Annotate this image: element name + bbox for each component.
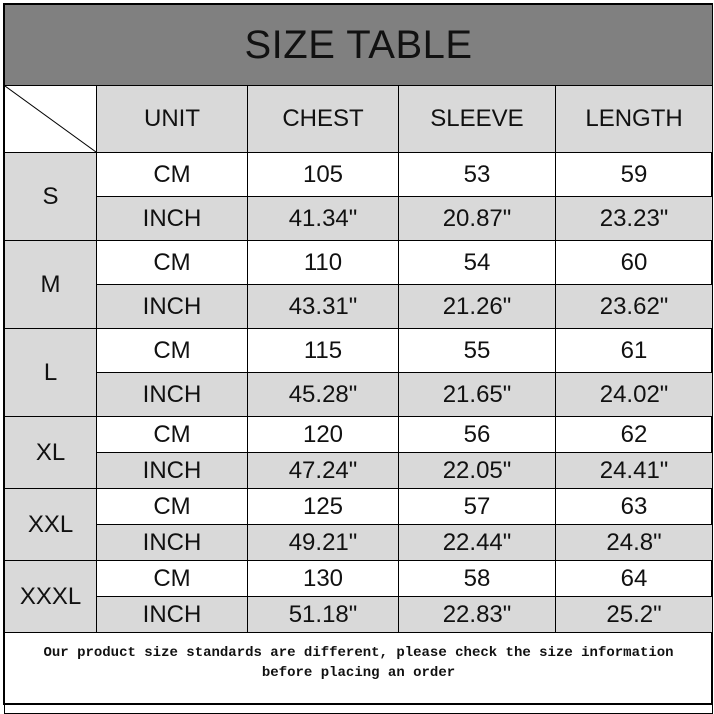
unit-cell: INCH [96, 372, 248, 417]
chest-value: 47.24" [247, 452, 399, 489]
footer-note: Our product size standards are different… [3, 632, 714, 714]
chest-value: 120 [247, 416, 399, 453]
footer-line-1: Our product size standards are different… [43, 645, 674, 661]
unit-cell: INCH [96, 196, 248, 241]
length-value: 23.62" [554, 284, 714, 329]
length-value: 23.23" [554, 196, 714, 241]
unit-cell: CM [96, 416, 248, 453]
table-row: XL CM 120 56 62 [4, 416, 714, 489]
length-value: 59 [554, 152, 714, 197]
chest-value: 115 [247, 328, 399, 373]
table-row: XXL CM 125 57 63 [4, 488, 714, 561]
chest-value: 43.31" [247, 284, 399, 329]
sleeve-value: 54 [398, 240, 556, 285]
chest-value: 110 [247, 240, 399, 285]
table-row: INCH 51.18" 22.83" 25.2" [5, 596, 714, 633]
table-row: INCH 49.21" 22.44" 24.8" [5, 524, 714, 561]
footer-line-2: before placing an order [261, 665, 456, 681]
size-label: XXXL [4, 560, 97, 633]
sleeve-value: 21.65" [398, 372, 556, 417]
sleeve-value: 20.87" [398, 196, 556, 241]
unit-cell: CM [96, 560, 248, 597]
length-value: 60 [554, 240, 714, 285]
table-row: S CM 105 53 59 [4, 152, 714, 241]
sleeve-value: 22.83" [398, 596, 556, 633]
length-value: 63 [554, 488, 714, 525]
sleeve-value: 22.44" [398, 524, 556, 561]
unit-cell: INCH [96, 284, 248, 329]
length-value: 24.8" [554, 524, 714, 561]
unit-cell: CM [96, 152, 248, 197]
chest-value: 125 [247, 488, 399, 525]
chest-value: 51.18" [247, 596, 399, 633]
sleeve-value: 57 [398, 488, 556, 525]
table-row: INCH 47.24" 22.05" 24.41" [5, 452, 714, 489]
chest-value: 105 [247, 152, 399, 197]
unit-cell: INCH [96, 452, 248, 489]
table-title: SIZE TABLE [3, 4, 714, 86]
size-label: L [4, 328, 97, 417]
length-value: 61 [554, 328, 714, 373]
chest-value: 41.34" [247, 196, 399, 241]
sleeve-value: 22.05" [398, 452, 556, 489]
chest-value: 45.28" [247, 372, 399, 417]
size-label: S [4, 152, 97, 241]
unit-cell: INCH [96, 596, 248, 633]
sleeve-value: 55 [398, 328, 556, 373]
length-value: 25.2" [554, 596, 714, 633]
header-sleeve: SLEEVE [398, 85, 556, 153]
unit-cell: INCH [96, 524, 248, 561]
unit-cell: CM [96, 240, 248, 285]
table-row: INCH 41.34" 20.87" 23.23" [5, 196, 714, 241]
length-value: 24.02" [554, 372, 714, 417]
unit-cell: CM [96, 488, 248, 525]
table-row: M CM 110 54 60 [4, 240, 714, 329]
chest-value: 130 [247, 560, 399, 597]
diagonal-line [5, 86, 96, 152]
size-table: SIZE TABLE UNIT CHEST SLEEVE LENGTH S CM 1… [3, 4, 714, 714]
sleeve-value: 58 [398, 560, 556, 597]
corner-cell [4, 85, 97, 153]
sleeve-value: 53 [398, 152, 556, 197]
sleeve-value: 21.26" [398, 284, 556, 329]
chest-value: 49.21" [247, 524, 399, 561]
length-value: 24.41" [554, 452, 714, 489]
table-row: L CM 115 55 61 [4, 328, 714, 417]
header-chest: CHEST [247, 85, 399, 153]
unit-cell: CM [96, 328, 248, 373]
size-label: XL [4, 416, 97, 489]
table-row: INCH 45.28" 21.65" 24.02" [5, 372, 714, 417]
size-table-container: SIZE TABLE UNIT CHEST SLEEVE LENGTH S CM 1… [3, 3, 714, 714]
length-value: 64 [554, 560, 714, 597]
length-value: 62 [554, 416, 714, 453]
header-unit: UNIT [96, 85, 248, 153]
table-row: INCH 43.31" 21.26" 23.62" [5, 284, 714, 329]
size-label: XXL [4, 488, 97, 561]
sleeve-value: 56 [398, 416, 556, 453]
table-row: XXXL CM 130 58 64 [4, 560, 714, 633]
size-label: M [4, 240, 97, 329]
header-length: LENGTH [554, 85, 714, 153]
